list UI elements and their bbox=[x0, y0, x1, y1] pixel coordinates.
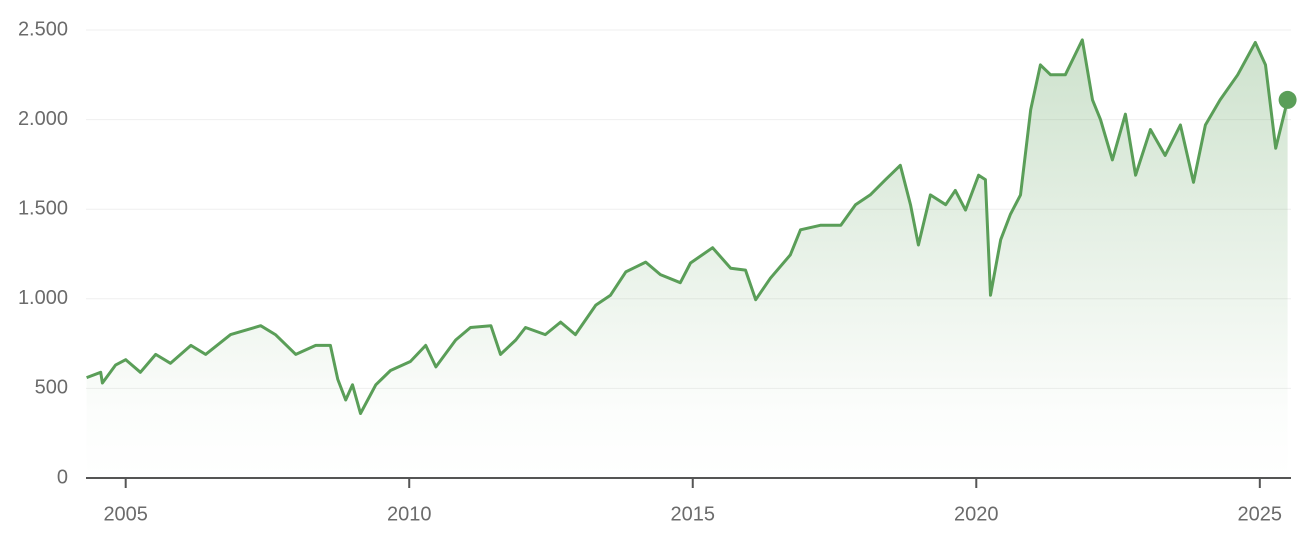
area bbox=[86, 39, 1288, 479]
line bbox=[86, 38, 1290, 415]
y-tick-label: 1.000 bbox=[18, 287, 68, 309]
y-tick-label: 1.500 bbox=[18, 197, 68, 219]
x-tick-label: 2015 bbox=[671, 503, 716, 525]
y-tick-label: 2.500 bbox=[18, 18, 68, 40]
y-tick-label: 2.000 bbox=[18, 108, 68, 130]
x-tick-label: 2020 bbox=[954, 503, 999, 525]
last-point bbox=[1278, 90, 1297, 109]
x-tick-label: 2025 bbox=[1238, 503, 1283, 525]
x-tick-label: 2005 bbox=[103, 503, 148, 525]
y-tick-label: 0 bbox=[57, 466, 68, 488]
y-tick-label: 500 bbox=[35, 377, 68, 399]
x-tick-label: 2010 bbox=[387, 503, 432, 525]
